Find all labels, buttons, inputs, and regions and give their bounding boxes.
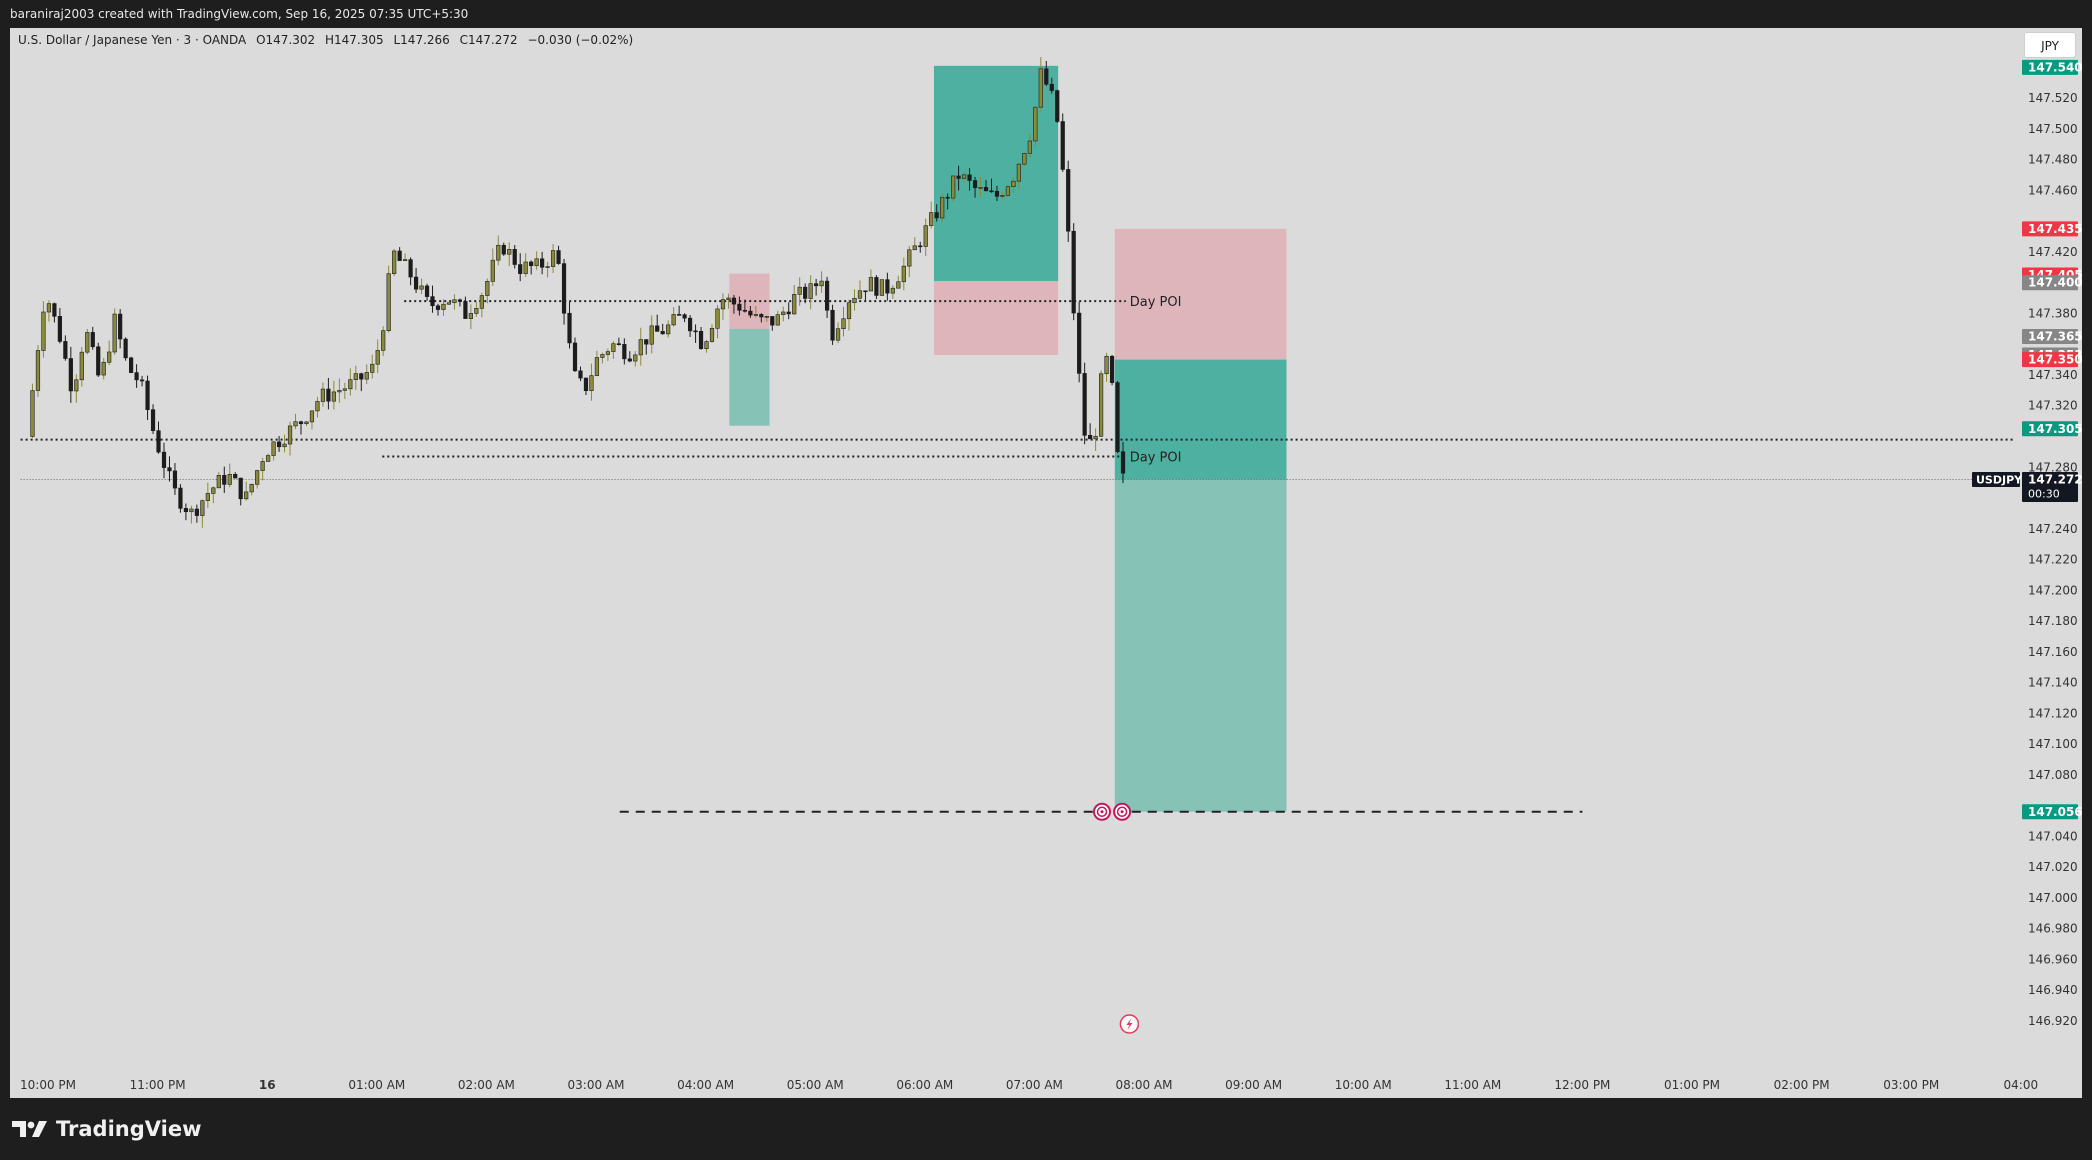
tradingview-logo-icon <box>12 1121 47 1137</box>
currency-button[interactable]: JPY <box>2024 32 2076 58</box>
brand-name: TradingView <box>56 1117 202 1141</box>
chart-caption: baraniraj2003 created with TradingView.c… <box>10 7 469 21</box>
tradingview-logo[interactable]: TradingView <box>12 1117 201 1141</box>
symbol-legend[interactable]: U.S. Dollar / Japanese Yen · 3 · OANDA O… <box>18 33 639 47</box>
ohlc-high: H147.305 <box>325 33 384 47</box>
footer <box>0 1098 2092 1160</box>
ohlc-close: C147.272 <box>459 33 518 47</box>
symbol-name: U.S. Dollar / Japanese Yen · 3 · OANDA <box>18 33 247 47</box>
ohlc-open: O147.302 <box>256 33 316 47</box>
ohlc-low: L147.266 <box>393 33 450 47</box>
chart-area[interactable] <box>10 28 2082 1098</box>
ohlc-change: −0.030 (−0.02%) <box>527 33 634 47</box>
